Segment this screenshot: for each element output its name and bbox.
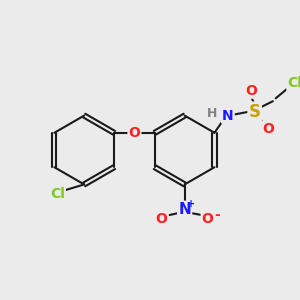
Text: +: + xyxy=(187,199,195,208)
Text: O: O xyxy=(245,84,257,98)
Text: O: O xyxy=(156,212,168,226)
Text: Cl: Cl xyxy=(287,76,300,90)
Text: S: S xyxy=(249,103,261,121)
Text: O: O xyxy=(202,212,214,226)
Text: N: N xyxy=(178,202,191,217)
Text: N: N xyxy=(222,109,234,123)
Text: O: O xyxy=(262,122,274,136)
Text: -: - xyxy=(214,208,220,222)
Text: Cl: Cl xyxy=(50,187,65,201)
Text: H: H xyxy=(207,107,218,120)
Text: O: O xyxy=(128,126,140,140)
